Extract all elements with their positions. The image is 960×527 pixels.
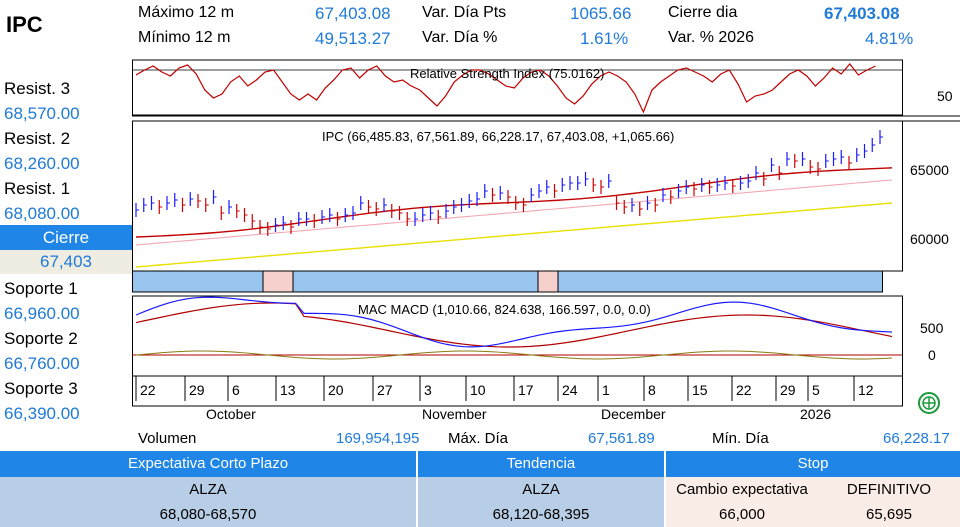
signal-band-sell xyxy=(262,270,294,293)
stop-header: Stop xyxy=(666,451,960,477)
soporte3-label: Soporte 3 xyxy=(4,379,78,398)
day-tick-label: 1 xyxy=(602,382,610,398)
day-tick-label: 15 xyxy=(692,382,708,398)
min12-label: Mínimo 12 m xyxy=(138,29,231,46)
soporte2-value: 66,760.00 xyxy=(4,354,80,373)
macd-signal-line xyxy=(135,302,893,348)
day-tick-label: 6 xyxy=(232,382,240,398)
day-tick-label: 3 xyxy=(424,382,432,398)
month-ticks: October November December 2026 xyxy=(206,406,831,422)
vardia-pts-label: Var. Día Pts xyxy=(422,4,507,21)
day-tick-label: 5 xyxy=(812,382,820,398)
price-title: IPC (66,485.83, 67,561.89, 66,228.17, 67… xyxy=(322,129,674,144)
expectativa-range: 68,080-68,570 xyxy=(0,502,416,527)
vardia-pts-value: 1065.66 xyxy=(570,4,632,23)
soporte1-label: Soporte 1 xyxy=(4,279,78,298)
cambio-expectativa-label: Cambio expectativa xyxy=(666,477,818,502)
rsi-title: Relative Strength Index (75.0162) xyxy=(410,66,604,81)
month-label: November xyxy=(422,406,487,422)
max12-value: 67,403.08 xyxy=(315,4,391,23)
macd-line xyxy=(135,296,893,348)
ticker-title: IPC xyxy=(6,12,43,37)
macd-tick-500: 500 xyxy=(920,320,944,336)
tendencia-value: ALZA xyxy=(418,477,664,502)
definitivo-label: DEFINITIVO xyxy=(818,477,960,502)
day-tick-label: 13 xyxy=(280,382,296,398)
day-tick-label: 24 xyxy=(562,382,578,398)
day-ticks: 22 29 6 13 20 27 3 10 17 24 1 8 15 22 29 5 12 xyxy=(135,376,874,401)
price-bars xyxy=(135,130,883,236)
volumen-label: Volumen xyxy=(138,430,197,447)
maxdia-label: Máx. Día xyxy=(448,430,509,447)
rsi-line xyxy=(135,63,876,114)
definitivo-value: 65,695 xyxy=(818,502,960,527)
tendencia-header: Tendencia xyxy=(418,451,664,477)
cambio-expectativa-value: 66,000 xyxy=(666,502,818,527)
mindia-label: Mín. Día xyxy=(712,430,769,447)
soporte2-label: Soporte 2 xyxy=(4,329,78,348)
cierre-dia-value: 67,403.08 xyxy=(824,4,900,23)
rsi-panel xyxy=(132,59,903,116)
month-label: December xyxy=(601,406,666,422)
moving-average-long xyxy=(135,202,893,268)
max12-label: Máximo 12 m xyxy=(138,4,235,21)
var2026-label: Var. % 2026 xyxy=(668,29,754,46)
resist2-value: 68,260.00 xyxy=(4,154,80,173)
resist1-value: 68,080.00 xyxy=(4,204,80,223)
soporte3-value: 66,390.00 xyxy=(4,404,80,423)
month-label: October xyxy=(206,406,256,422)
day-tick-label: 10 xyxy=(470,382,486,398)
cierre-dia-label: Cierre dia xyxy=(668,4,738,21)
signal-band-sell xyxy=(537,270,559,293)
day-tick-label: 27 xyxy=(377,382,393,398)
day-tick-label: 20 xyxy=(328,382,344,398)
price-tick-65000: 65000 xyxy=(910,162,949,178)
date-axis xyxy=(132,375,903,407)
tendencia-range: 68,120-68,395 xyxy=(418,502,664,527)
vardia-pct-label: Var. Día % xyxy=(422,29,498,46)
var2026-value: 4.81% xyxy=(865,29,914,48)
day-tick-label: 12 xyxy=(858,382,874,398)
macd-title: MAC MACD (1,010.66, 824.638, 166.597, 0.… xyxy=(358,302,651,317)
vardia-pct-value: 1.61% xyxy=(580,29,629,48)
mindia-value: 66,228.17 xyxy=(883,430,950,447)
cierre-value-bar: 67,403 xyxy=(0,250,132,274)
min12-value: 49,513.27 xyxy=(315,29,391,48)
maxdia-value: 67,561.89 xyxy=(588,430,655,447)
day-tick-label: 29 xyxy=(780,382,796,398)
day-tick-label: 22 xyxy=(140,382,156,398)
signal-band xyxy=(132,270,883,293)
macd-histogram xyxy=(135,350,893,360)
day-tick-label: 17 xyxy=(518,382,534,398)
moving-average-mid xyxy=(135,179,893,246)
price-chart[interactable]: Relative Strength Index (75.0162) 50 IPC… xyxy=(132,55,960,430)
expectativa-header: Expectativa Corto Plazo xyxy=(0,451,416,477)
moving-average-short xyxy=(135,167,893,238)
expectativa-value: ALZA xyxy=(0,477,416,502)
volumen-value: 169,954,195 xyxy=(336,430,420,447)
price-tick-60000: 60000 xyxy=(910,231,949,247)
resist3-label: Resist. 3 xyxy=(4,79,71,98)
cierre-label-bar: Cierre xyxy=(0,225,132,250)
soporte1-value: 66,960.00 xyxy=(4,304,80,323)
resist2-label: Resist. 2 xyxy=(4,129,71,148)
month-label: 2026 xyxy=(800,406,831,422)
rsi-tick: 50 xyxy=(937,88,953,104)
day-tick-label: 22 xyxy=(736,382,752,398)
macd-tick-0: 0 xyxy=(928,347,936,363)
resist3-value: 68,570.00 xyxy=(4,104,80,123)
day-tick-label: 8 xyxy=(648,382,656,398)
resist1-label: Resist. 1 xyxy=(4,179,71,198)
day-tick-label: 29 xyxy=(189,382,205,398)
globe-icon[interactable] xyxy=(918,392,940,414)
